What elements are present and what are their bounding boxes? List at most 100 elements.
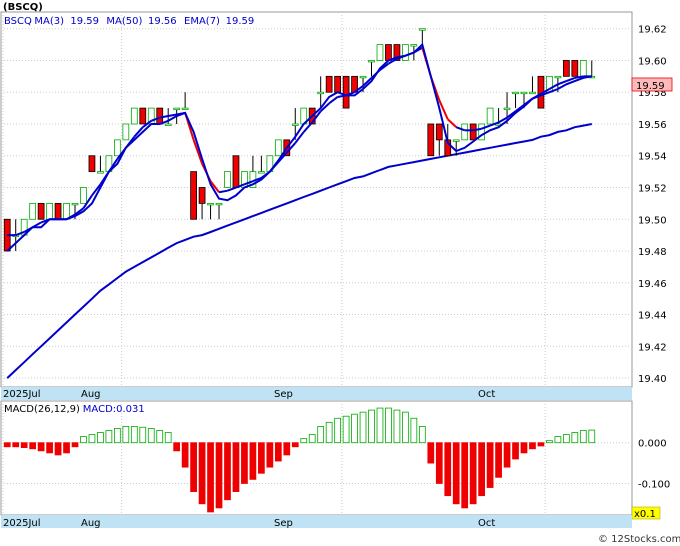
ema7-segment	[548, 83, 559, 90]
time-axis-top: 2025Jul Aug Sep Oct	[3, 389, 495, 400]
macd-bar-negative	[469, 442, 477, 505]
macd-bar-negative	[71, 442, 79, 448]
legend-item: MA(50)	[106, 16, 142, 27]
candle	[435, 123, 443, 156]
ema7-segment	[328, 96, 339, 105]
candle	[139, 107, 147, 125]
macd-bar-positive	[317, 426, 325, 444]
macd-bar-negative	[3, 442, 11, 448]
ema7-segment	[557, 80, 567, 86]
ema7-segment	[82, 194, 93, 209]
candle-body-up	[63, 202, 70, 220]
macd-axis: 0.000 -0.100	[638, 439, 670, 491]
ema7-segment	[159, 115, 169, 119]
ema7-segment	[150, 116, 161, 122]
macd-bar-negative	[63, 442, 70, 454]
ema7-segment	[447, 118, 457, 128]
ema7-segment	[489, 121, 499, 127]
ema7-segment	[277, 151, 288, 163]
candle-body-up	[113, 139, 121, 157]
macd-bar-positive	[562, 434, 570, 444]
candle-body-down	[562, 60, 570, 77]
macd-bar-positive	[571, 432, 579, 444]
macd-bar-positive	[588, 429, 596, 444]
candle	[130, 107, 138, 125]
macd-bar-negative	[190, 442, 197, 492]
ma3-path	[6, 42, 592, 252]
candle	[190, 171, 197, 220]
ema7-segment	[286, 142, 297, 154]
ema7-segment	[506, 110, 517, 119]
macd-bar-negative	[283, 442, 291, 456]
legend-item: 19.59	[226, 16, 255, 27]
candle-body-up	[274, 139, 282, 157]
candle-body-up	[486, 107, 494, 125]
symbol-title: (BSCQ)	[3, 2, 43, 13]
candle	[54, 202, 62, 220]
candle-body-down	[232, 155, 240, 188]
price-tick-label: 19.62	[638, 25, 667, 36]
candle-body-down	[435, 123, 443, 141]
macd-histogram	[3, 407, 596, 513]
macd-bar-negative	[520, 442, 528, 454]
candle	[325, 75, 333, 93]
candle-body-up	[181, 107, 189, 111]
ma3-line	[6, 42, 592, 252]
candle-body-down	[198, 187, 206, 204]
candle-body-down	[334, 75, 341, 93]
macd-bar-positive	[80, 436, 87, 444]
candlesticks	[3, 28, 596, 252]
candle-body-down	[325, 75, 333, 93]
candle-body-up	[80, 187, 87, 204]
macd-bar-negative	[266, 442, 274, 468]
candle	[334, 75, 341, 93]
candle	[122, 123, 130, 141]
ema7-segment	[142, 120, 152, 128]
candle	[469, 123, 477, 141]
macd-bar-positive	[418, 426, 426, 444]
ema7-segment	[74, 207, 85, 216]
macd-bar-negative	[37, 442, 45, 452]
candle-body-up	[29, 202, 37, 220]
macd-bar-negative	[12, 442, 20, 448]
macd-bar-positive	[385, 407, 392, 444]
macd-legend-item: MACD(26,12,9)	[4, 404, 80, 415]
ema7-segment	[227, 186, 237, 192]
candle	[402, 44, 409, 61]
ma50-path	[6, 123, 592, 379]
price-tick-label: 19.54	[638, 152, 667, 163]
macd-bar-positive	[410, 417, 418, 444]
candle-body-down	[156, 107, 164, 125]
ema7-segment	[244, 180, 254, 186]
ema7-segment	[574, 75, 584, 79]
candle-body-up	[359, 75, 367, 79]
candle-body-down	[469, 123, 477, 141]
price-tick-label: 19.42	[638, 342, 667, 353]
price-axis: 19.62 19.60 19.58 19.56 19.54 19.52 19.50 19.48…	[638, 25, 667, 385]
macd-bar-positive	[308, 434, 316, 444]
macd-bar-positive	[164, 432, 172, 444]
legend-item: 19.56	[148, 16, 177, 27]
ema7-segment	[387, 58, 398, 65]
ema7-segment	[168, 113, 177, 118]
candle	[291, 108, 299, 140]
candle-body-up	[224, 171, 231, 188]
macd-bar-positive	[546, 440, 553, 444]
ema7-segment	[252, 177, 262, 183]
ema7-segment	[15, 231, 25, 237]
price-tick-label: 19.40	[638, 374, 667, 385]
ema7-segment	[472, 127, 482, 132]
macd-bar-positive	[147, 428, 155, 444]
candle-body-down	[139, 107, 147, 125]
time-label: Aug	[81, 518, 101, 529]
candle-body-up	[512, 91, 519, 95]
candle-body-down	[385, 44, 392, 61]
ema7-segment	[319, 102, 330, 113]
macd-tick-label: 0.000	[638, 439, 667, 450]
candle-body-up	[215, 202, 223, 206]
macd-bar-negative	[274, 442, 282, 462]
macd-bar-negative	[461, 442, 469, 509]
time-label: 2025Jul	[3, 518, 41, 529]
price-tick-label: 19.60	[638, 56, 667, 67]
macd-bar-negative	[537, 442, 545, 447]
